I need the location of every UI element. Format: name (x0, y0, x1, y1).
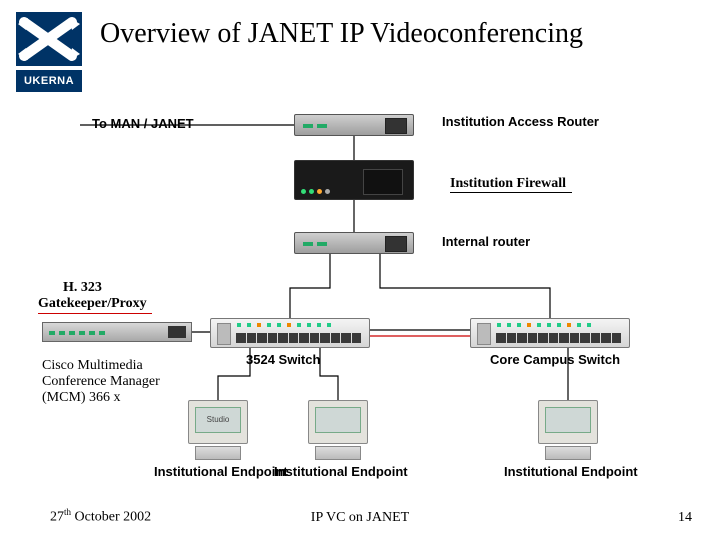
label-internal-router: Internal router (442, 234, 530, 249)
label-mcm-3: (MCM) 366 x (42, 390, 121, 406)
underline-h323 (38, 313, 152, 314)
crossed-arrows-icon (16, 12, 82, 66)
endpoint-2-icon (304, 400, 372, 460)
footer-page: 14 (678, 510, 692, 526)
logo-text: UKERNA (16, 70, 82, 92)
label-3524: 3524 Switch (246, 352, 320, 367)
label-mcm-1: Cisco Multimedia (42, 358, 143, 374)
network-diagram: To MAN / JANET Institution Access Router… (0, 100, 720, 480)
label-h323-1: H. 323 (63, 280, 102, 296)
label-h323-2: Gatekeeper/Proxy (38, 296, 147, 312)
ukerna-logo: UKERNA (16, 12, 82, 92)
label-to-man: To MAN / JANET (92, 116, 194, 131)
core-switch-icon (470, 318, 630, 348)
gatekeeper-proxy-icon (42, 322, 192, 342)
access-router-icon (294, 114, 414, 136)
internal-router-icon (294, 232, 414, 254)
endpoint-1-icon (184, 400, 252, 460)
label-mcm-2: Conference Manager (42, 374, 160, 390)
firewall-icon (294, 160, 414, 200)
endpoint-3-icon (534, 400, 602, 460)
label-core-switch: Core Campus Switch (490, 352, 620, 367)
logo-mark (16, 12, 82, 66)
label-ep3: Institutional Endpoint (504, 464, 638, 479)
switch-3524-icon (210, 318, 370, 348)
footer-center: IP VC on JANET (0, 510, 720, 526)
label-access-router: Institution Access Router (442, 114, 599, 129)
label-ep1: Institutional Endpoint (154, 464, 288, 479)
label-firewall: Institution Firewall (450, 176, 566, 192)
slide-title: Overview of JANET IP Videoconferencing (100, 18, 583, 50)
underline-firewall (450, 192, 572, 193)
label-ep2: Institutional Endpoint (274, 464, 408, 479)
